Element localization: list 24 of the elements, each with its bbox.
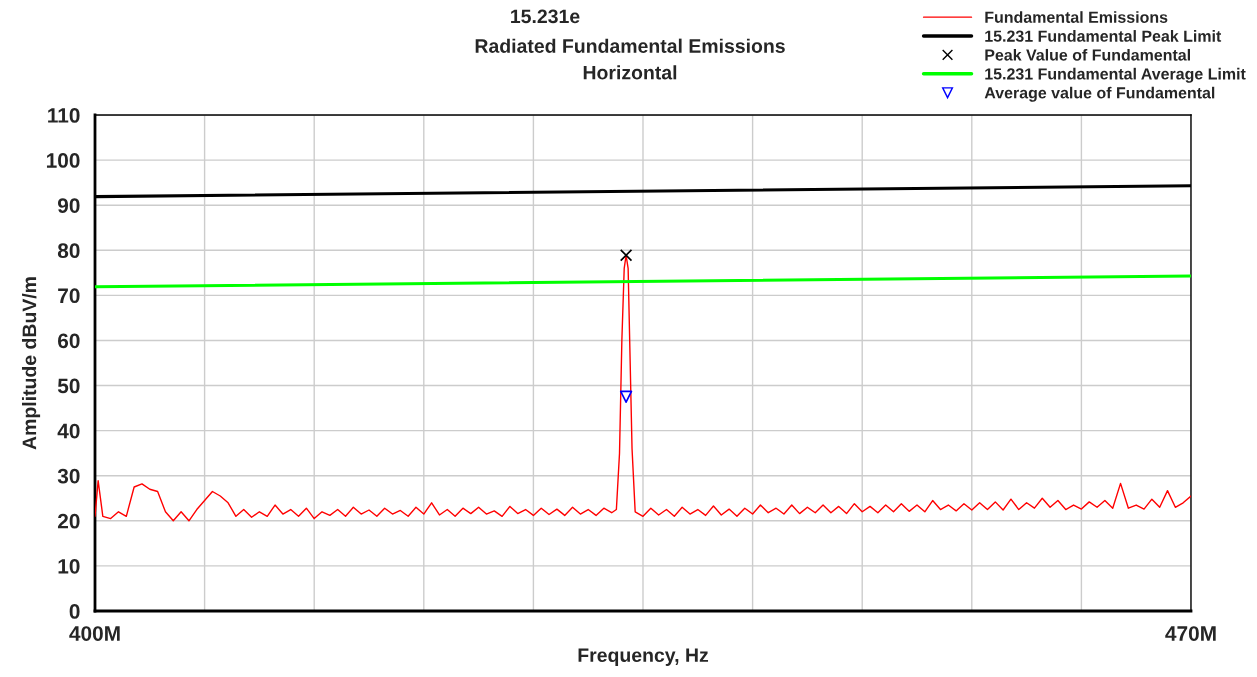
chart-title: 15.231e [511,9,580,24]
y-tick-label: 50 [57,378,80,394]
y-tick-label: 20 [57,513,80,529]
y-tick-label: 100 [46,153,80,168]
y-axis-title: Amplitude dBuV/m [21,277,41,450]
x-tick-label: 400M [69,626,120,641]
y-tick-label: 10 [58,558,80,574]
y-tick-label: 90 [57,198,80,213]
y-tick-label: 70 [58,288,80,304]
legend-label: Fundamental Emissions [985,11,1168,23]
y-tick-label: 30 [57,468,80,484]
line-series [95,254,1191,522]
y-tick-label: 80 [57,243,80,259]
legend-label: 15.231 Fundamental Average Limit [985,67,1246,83]
y-tick-label: 60 [58,333,80,349]
legend-label: Average value of Fundamental [984,86,1215,102]
y-tick-label: 110 [48,108,80,123]
chart-subtitle: Radiated Fundamental Emissions Horizontal [475,38,785,80]
y-tick-label: 40 [57,423,80,439]
y-tick-label: 0 [69,604,80,619]
legend-label: 15.231 Fundamental Peak Limit [985,30,1222,42]
x-tick-label: 470M [1165,626,1216,641]
legend-label: Peak Value of Fundamental [985,48,1190,61]
x-axis-title: Frequency, Hz [578,648,709,666]
